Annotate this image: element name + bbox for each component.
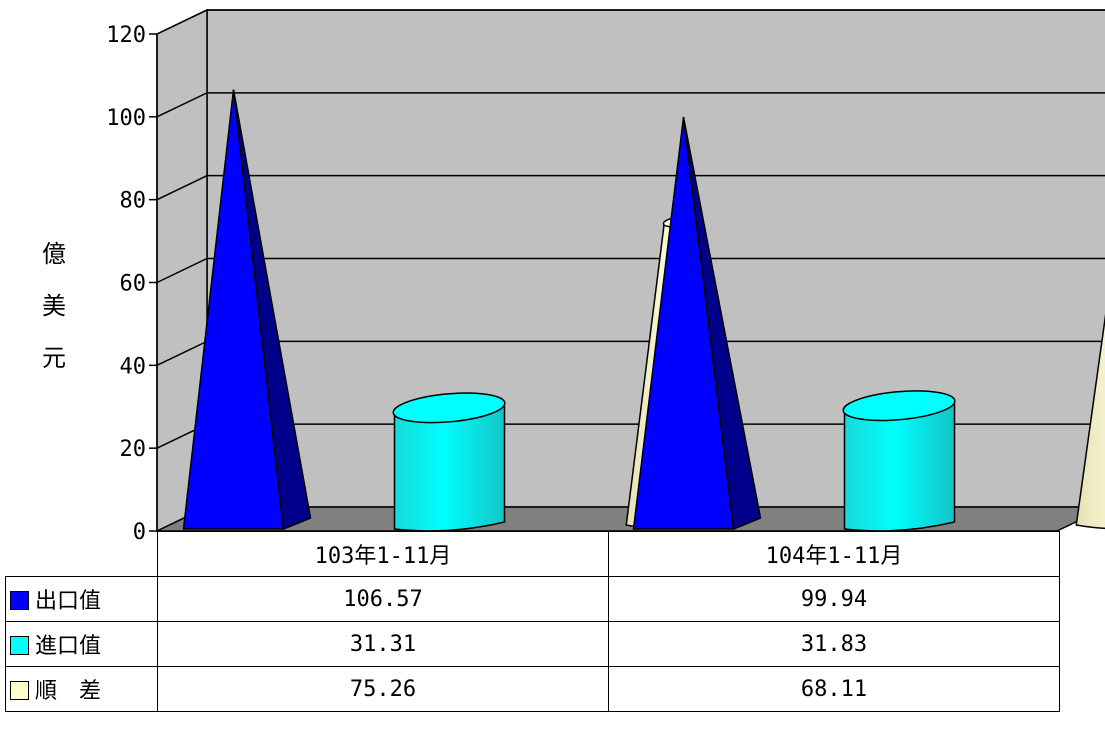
chart-bars xyxy=(182,89,1105,532)
y-tick-label: 100 xyxy=(106,106,146,131)
legend-swatch-surplus xyxy=(10,681,29,700)
series-label: 進口值 xyxy=(35,634,102,659)
bar-export xyxy=(632,116,735,530)
y-tick-label: 80 xyxy=(120,189,147,214)
bar-import-top xyxy=(842,390,956,422)
gridline xyxy=(156,257,1105,284)
y-axis-label-char: 元 xyxy=(42,344,66,372)
series-label: 順 差 xyxy=(35,679,102,704)
series-label: 出口值 xyxy=(35,589,102,614)
y-axis-label-char: 億 xyxy=(42,240,66,268)
data-table-row: 出口值 106.57 99.94 xyxy=(5,576,1060,622)
gridline xyxy=(156,9,1105,35)
legend-swatch-import xyxy=(10,636,29,655)
y-axis-label-char: 美 xyxy=(42,292,66,320)
data-table-row: 進口值 31.31 31.83 xyxy=(5,621,1060,667)
y-axis-label: 億 美 元 xyxy=(36,228,72,384)
gridline xyxy=(156,92,1105,118)
gridline xyxy=(156,174,1105,201)
y-tick-label: 40 xyxy=(120,354,147,379)
category-label: 103年1-11月 xyxy=(157,531,609,577)
bar-surplus xyxy=(1075,313,1105,530)
y-tick-label: 60 xyxy=(120,272,147,297)
data-label: 68.11 xyxy=(608,666,1060,712)
legend-item-export: 出口值 xyxy=(5,576,158,622)
data-label: 99.94 xyxy=(608,576,1060,622)
bar-import xyxy=(843,403,956,532)
bar-import-top xyxy=(392,392,506,424)
data-label: 31.83 xyxy=(608,621,1060,667)
data-table-header-row: 103年1-11月 104年1-11月 xyxy=(5,531,1060,577)
bar-export xyxy=(182,89,285,530)
category-label: 104年1-11月 xyxy=(608,531,1060,577)
data-table-corner xyxy=(5,531,158,577)
legend-swatch-export xyxy=(10,591,29,610)
y-tick-label: 20 xyxy=(120,437,147,462)
legend-item-surplus: 順 差 xyxy=(5,666,158,712)
y-tick-label: 120 xyxy=(106,23,146,48)
data-table: 103年1-11月 104年1-11月 出口值 106.57 99.94 進口值… xyxy=(5,531,1060,712)
data-label: 75.26 xyxy=(157,666,609,712)
bar-import xyxy=(393,405,506,532)
data-table-row: 順 差 75.26 68.11 xyxy=(5,666,1060,712)
legend-item-import: 進口值 xyxy=(5,621,158,667)
data-label: 31.31 xyxy=(157,621,609,667)
data-label: 106.57 xyxy=(157,576,609,622)
